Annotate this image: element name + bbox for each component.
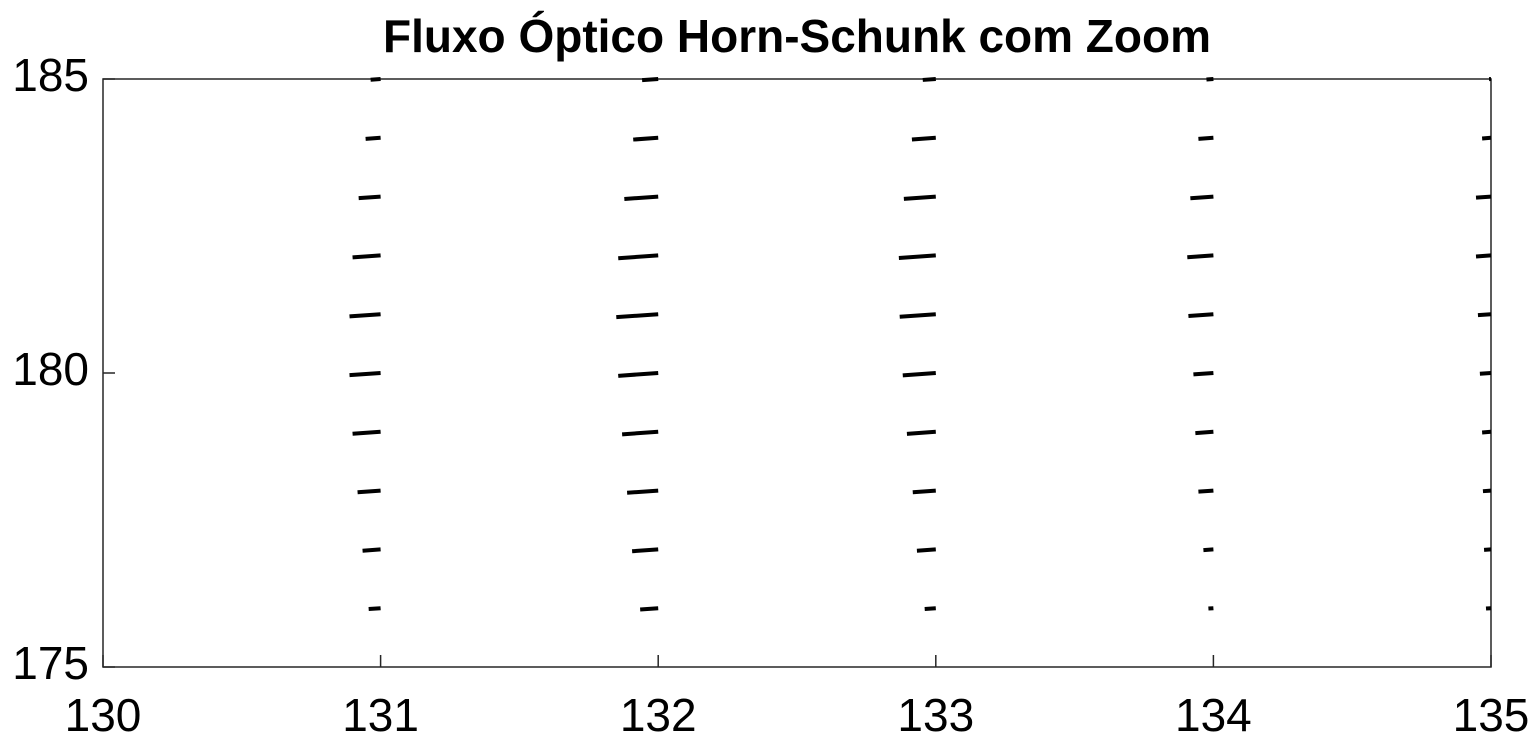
arrow xyxy=(1481,135,1492,141)
x-tick-label: 133 xyxy=(897,689,974,741)
arrow xyxy=(640,606,659,612)
arrow xyxy=(641,77,659,83)
arrow xyxy=(633,135,659,142)
x-tick-label: 131 xyxy=(342,689,419,741)
arrow xyxy=(902,371,936,378)
arrow xyxy=(911,135,936,142)
x-tick-label: 130 xyxy=(65,689,142,741)
arrow xyxy=(616,312,659,320)
chart-title: Fluxo Óptico Horn-Schunk com Zoom xyxy=(383,10,1211,62)
arrow xyxy=(1475,253,1492,259)
arrow xyxy=(924,606,936,611)
arrow xyxy=(898,253,936,260)
arrow xyxy=(631,547,659,554)
y-tick-label: 175 xyxy=(12,637,89,689)
x-tick-label: 134 xyxy=(1175,689,1252,741)
arrow xyxy=(362,547,381,553)
arrow xyxy=(624,194,659,202)
arrow xyxy=(618,371,659,378)
arrow xyxy=(1475,194,1492,200)
arrow xyxy=(1482,488,1492,494)
arrow xyxy=(1198,488,1214,494)
arrow xyxy=(618,253,659,261)
arrow xyxy=(349,371,381,378)
x-tick-label: 132 xyxy=(620,689,697,741)
arrow xyxy=(1481,429,1492,435)
arrow xyxy=(1187,253,1214,260)
arrow xyxy=(1479,371,1492,376)
arrow xyxy=(1198,135,1214,141)
arrow xyxy=(352,253,381,260)
plot-box xyxy=(102,78,1492,668)
x-tick-label: 135 xyxy=(1453,689,1530,741)
arrow xyxy=(903,194,936,201)
arrow xyxy=(916,547,936,553)
arrow xyxy=(358,194,381,201)
arrow xyxy=(1195,429,1214,436)
arrow xyxy=(368,606,381,612)
arrow xyxy=(899,312,936,319)
arrow xyxy=(922,77,936,82)
arrow xyxy=(352,429,381,436)
y-tick-label: 185 xyxy=(12,49,89,101)
arrow xyxy=(1477,312,1492,318)
arrow xyxy=(1188,312,1214,318)
arrow xyxy=(365,135,381,141)
arrow xyxy=(621,429,659,437)
arrow xyxy=(912,488,936,495)
arrow xyxy=(349,312,381,319)
arrow xyxy=(626,488,659,495)
y-tick-label: 180 xyxy=(12,343,89,395)
arrow xyxy=(370,77,381,82)
arrow xyxy=(906,429,936,436)
arrow xyxy=(357,488,381,495)
arrow xyxy=(1190,194,1214,201)
arrow xyxy=(1193,371,1214,377)
arrow xyxy=(1203,547,1214,553)
